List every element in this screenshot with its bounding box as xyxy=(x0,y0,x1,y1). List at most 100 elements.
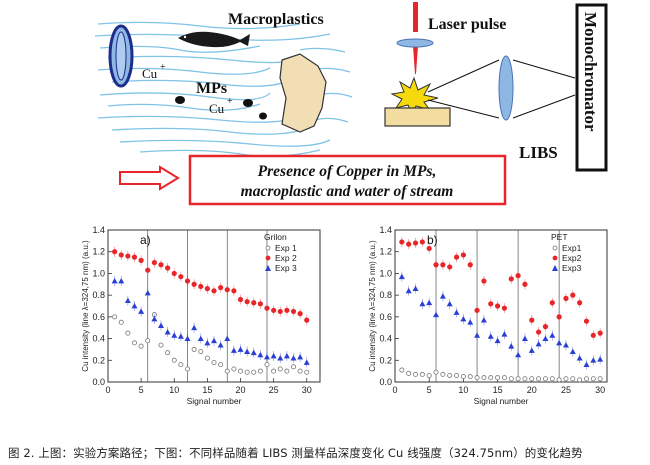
chart-a-legend-label: Exp 1 xyxy=(275,243,297,253)
cu-ion-label-2: Cu xyxy=(209,101,225,116)
monochromator-label: Monochromator xyxy=(581,12,600,132)
microplastic-particle xyxy=(175,96,185,104)
chart-b-legend-marker xyxy=(552,255,558,261)
chart-b-legend-marker xyxy=(552,265,558,271)
chart-a-point-exp1 xyxy=(304,369,310,375)
chart-b-x-tick-label: 15 xyxy=(493,385,503,395)
chart-a-point-exp1 xyxy=(178,362,184,368)
chart-a-panel-label: a) xyxy=(140,233,151,247)
chart-b-point-exp3 xyxy=(583,361,590,368)
chart-b-point-exp1 xyxy=(467,374,473,380)
chart-a-y-tick-label: 1.0 xyxy=(92,268,105,278)
chart-a-point-exp3 xyxy=(250,349,257,356)
chart-b-y-tick-label: 1.0 xyxy=(379,268,392,278)
chart-b-point-exp1 xyxy=(495,375,501,381)
chart-b-point-exp3 xyxy=(467,319,474,325)
chart-a-point-exp2 xyxy=(125,253,131,259)
chart-b-legend-label: Exp1 xyxy=(562,243,582,253)
chart-b-point-exp1 xyxy=(597,376,603,382)
chart-a-x-tick-label: 5 xyxy=(139,385,144,395)
chart-a-legend-label: Exp 3 xyxy=(275,263,297,273)
chart-b-point-exp3 xyxy=(433,311,440,318)
chart-b-point-exp2 xyxy=(440,262,446,268)
conclusion-box xyxy=(188,154,507,206)
chart-b-point-exp3 xyxy=(562,342,569,348)
chart-b-point-exp1 xyxy=(440,371,446,377)
chart-a-point-exp1 xyxy=(264,362,270,368)
experiment-scheme-diagram: Cu + Cu + MPs Macroplastics Laser pulse … xyxy=(94,2,608,206)
chart-a-point-exp3 xyxy=(224,335,231,341)
chart-a-point-exp2 xyxy=(171,270,177,277)
chart-a-point-exp3 xyxy=(171,332,178,338)
chart-a-point-exp3 xyxy=(144,289,151,296)
chart-a-point-exp3 xyxy=(111,278,118,284)
stream-water-lines xyxy=(94,21,353,157)
chart-a-point-exp3 xyxy=(138,308,145,314)
chart-a-point-exp3 xyxy=(118,278,125,284)
chart-b-point-exp2 xyxy=(515,273,521,279)
chart-b-point-exp2 xyxy=(570,292,576,298)
chart-a-y-axis-label: Cu intensity (line λ=324,75 nm) (a.u.) xyxy=(81,240,90,372)
chart-a-point-exp2 xyxy=(251,300,257,306)
chart-a-point-exp1 xyxy=(211,359,217,365)
chart-b-point-exp2 xyxy=(529,317,535,323)
chart-b-y-tick-label: 0.8 xyxy=(379,290,392,300)
chart-b-point-exp3 xyxy=(460,316,467,322)
chart-a-point-exp2 xyxy=(224,287,230,293)
chart-b-point-exp2 xyxy=(577,300,583,306)
chart-b-point-exp1 xyxy=(399,367,405,373)
cu-ion-charge-2: + xyxy=(227,96,233,107)
laser-pulse-label: Laser pulse xyxy=(428,16,506,33)
chart-b-point-exp1 xyxy=(460,374,466,380)
chart-b-point-exp2 xyxy=(406,241,412,247)
microplastic-particle xyxy=(259,112,267,120)
chart-b-point-exp3 xyxy=(446,300,453,307)
chart-a-point-exp1 xyxy=(138,343,144,349)
chart-a-point-exp2 xyxy=(257,301,263,307)
chart-b-point-exp1 xyxy=(454,372,460,378)
chart-a-y-tick-label: 0.2 xyxy=(92,355,105,365)
chart-b-point-exp3 xyxy=(597,356,604,362)
chart-a-x-tick-label: 15 xyxy=(202,385,212,395)
chart-b-point-exp1 xyxy=(549,376,555,382)
sample-target-block xyxy=(384,107,451,127)
chart-a-point-exp1 xyxy=(218,362,224,368)
chart-b-point-exp1 xyxy=(413,371,419,377)
chart-b-y-tick-label: 0.0 xyxy=(379,377,392,387)
chart-b-point-exp1 xyxy=(406,370,412,376)
chart-b-point-exp2 xyxy=(467,262,473,268)
chart-b-point-exp3 xyxy=(556,339,563,346)
chart-b-point-exp2 xyxy=(501,305,508,311)
chart-a-point-exp3 xyxy=(277,355,284,361)
chart-b-y-tick-label: 1.4 xyxy=(379,225,392,235)
chart-a-x-tick-label: 25 xyxy=(269,385,279,395)
chart-b-x-tick-label: 30 xyxy=(595,385,605,395)
monochromator-box xyxy=(575,3,608,172)
chart-b-point-exp2 xyxy=(419,239,425,245)
chart-a-plot-frame xyxy=(107,229,321,383)
chart-b-point-exp1 xyxy=(590,376,596,382)
chart-a-point-exp1 xyxy=(118,319,124,325)
chart-a-point-exp2 xyxy=(231,288,237,294)
chart-a-point-exp1 xyxy=(158,342,164,348)
chart-a-point-exp3 xyxy=(204,339,211,346)
chart-b-point-exp1 xyxy=(433,369,439,375)
cu-ion-label-1: Cu xyxy=(142,66,158,81)
chart-a-x-tick-label: 20 xyxy=(235,385,245,395)
chart-a-x-tick-label: 10 xyxy=(169,385,179,395)
chart-b-point-exp3 xyxy=(549,332,556,338)
chart-b-x-tick-label: 5 xyxy=(427,385,432,395)
chart-b-point-exp2 xyxy=(597,330,603,336)
chart-a-point-exp1 xyxy=(145,338,151,344)
chart-a-point-exp1 xyxy=(204,355,210,361)
chart-b-point-exp3 xyxy=(576,355,583,361)
chart-b-point-exp1 xyxy=(481,375,487,381)
chart-a-legend-marker xyxy=(265,265,271,271)
mps-label: MPs xyxy=(196,80,227,97)
chart-b-point-exp1 xyxy=(542,376,548,382)
chart-a-y-tick-label: 1.4 xyxy=(92,225,105,235)
chart-b-point-exp1 xyxy=(474,375,480,381)
chart-b-point-exp2 xyxy=(488,301,494,307)
chart-b-point-exp2 xyxy=(494,303,501,309)
chart-b-point-exp3 xyxy=(419,300,426,307)
